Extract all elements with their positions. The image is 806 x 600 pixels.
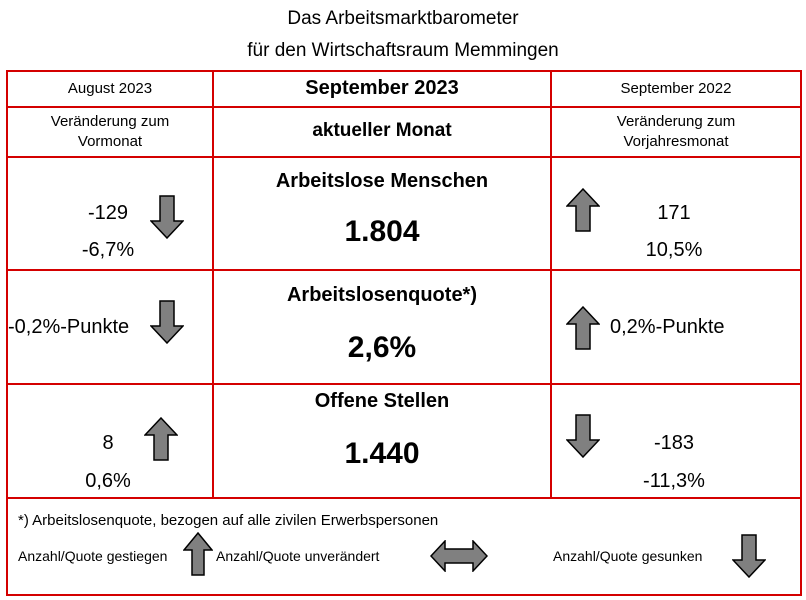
grid-line xyxy=(800,70,802,596)
row3-left-abs: 8 xyxy=(102,432,114,454)
grid-line xyxy=(6,383,802,385)
row1-value: 1.804 xyxy=(344,215,420,248)
subheader-center: aktueller Monat xyxy=(312,120,452,141)
subheader-left-line2: Vormonat xyxy=(77,133,143,150)
arrow-up-icon xyxy=(183,532,213,576)
subheader-right-line2: Vorjahresmonat xyxy=(623,133,729,150)
header-left: August 2023 xyxy=(67,80,153,97)
header-center: September 2023 xyxy=(305,77,459,99)
grid-line xyxy=(550,70,552,499)
row2-right-text: 0,2%-Punkte xyxy=(610,316,725,338)
legend-same-label: Anzahl/Quote unverändert xyxy=(216,548,380,564)
grid-line xyxy=(6,497,802,499)
grid-line xyxy=(212,70,214,499)
page-title-line2: für den Wirtschaftsraum Memmingen xyxy=(247,40,559,61)
legend-up-label: Anzahl/Quote gestiegen xyxy=(18,548,168,564)
grid-line xyxy=(6,106,802,108)
grid-line xyxy=(6,70,802,72)
arrow-up-icon xyxy=(566,188,600,232)
row1-title: Arbeitslose Menschen xyxy=(275,170,489,192)
legend-down-label: Anzahl/Quote gesunken xyxy=(553,548,703,564)
grid-line xyxy=(6,269,802,271)
row3-right-pct: -11,3% xyxy=(643,470,705,492)
header-right: September 2022 xyxy=(620,80,732,97)
row3-title: Offene Stellen xyxy=(314,390,450,412)
row2-value: 2,6% xyxy=(347,331,417,364)
page-title-line1: Das Arbeitsmarktbarometer xyxy=(287,8,519,29)
arrow-down-icon xyxy=(150,195,184,239)
row1-left-abs: -129 xyxy=(87,202,129,224)
arrow-left-right-icon xyxy=(430,540,488,572)
row1-right-pct: 10,5% xyxy=(645,239,703,261)
arrow-down-icon xyxy=(566,414,600,458)
row2-title: Arbeitslosenquote*) xyxy=(286,284,478,306)
arrow-down-icon xyxy=(150,300,184,344)
row3-left-pct: 0,6% xyxy=(85,470,131,492)
row1-right-abs: 171 xyxy=(657,202,691,224)
arrow-down-icon xyxy=(732,534,766,578)
grid-line xyxy=(6,70,8,596)
subheader-left: Veränderung zum Vormonat xyxy=(8,112,212,152)
row3-right-abs: -183 xyxy=(653,432,695,454)
grid-line xyxy=(6,594,802,596)
footnote: *) Arbeitslosenquote, bezogen auf alle z… xyxy=(18,512,439,529)
grid-line xyxy=(6,156,802,158)
row1-left-pct: -6,7% xyxy=(81,239,135,261)
subheader-left-line1: Veränderung zum xyxy=(50,113,170,130)
arrow-up-icon xyxy=(566,306,600,350)
row3-value: 1.440 xyxy=(344,437,420,470)
subheader-right: Veränderung zum Vorjahresmonat xyxy=(552,112,800,152)
subheader-right-line1: Veränderung zum xyxy=(616,113,736,130)
row2-left-text: -0,2%-Punkte xyxy=(8,316,130,338)
arrow-up-icon xyxy=(144,417,178,461)
